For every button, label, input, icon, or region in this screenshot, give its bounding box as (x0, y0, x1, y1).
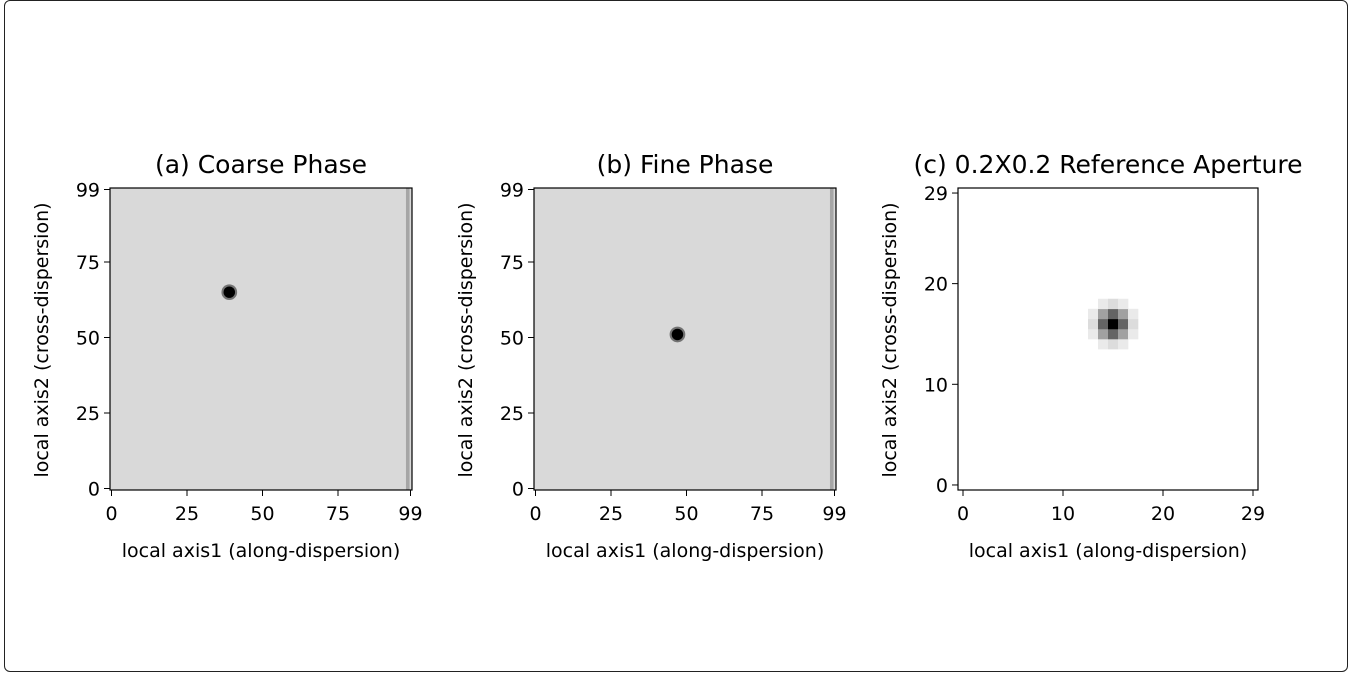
x-tick-label: 20 (1151, 503, 1175, 525)
y-tick-label: 0 (512, 478, 524, 500)
y-axis-label: local axis2 (cross-dispersion) (455, 202, 477, 477)
source-pixel (1108, 328, 1119, 340)
x-tick-label: 25 (599, 503, 623, 525)
x-tick-label: 25 (175, 503, 199, 525)
source-pixel (1098, 298, 1109, 310)
source-pixel (1098, 318, 1109, 330)
x-tick-label: 0 (957, 503, 969, 525)
source-pixel (1128, 308, 1139, 320)
y-tick-label: 99 (76, 180, 100, 202)
y-tick-label: 50 (500, 327, 524, 349)
source-pixel (1098, 328, 1109, 340)
panel-title: (a) Coarse Phase (155, 150, 367, 179)
source-pixel (1108, 308, 1119, 320)
y-tick-label: 99 (500, 180, 524, 202)
source-pixel (1098, 339, 1109, 350)
source-core (223, 286, 236, 298)
source-pixel (1118, 318, 1129, 330)
y-tick-label: 29 (924, 183, 948, 205)
panel-title: (c) 0.2X0.2 Reference Aperture (913, 150, 1302, 179)
panel-reference-aperture: (c) 0.2X0.2 Reference Aperture local axi… (879, 150, 1303, 562)
source-pixel (1098, 308, 1109, 320)
x-tick-label: 0 (105, 503, 117, 525)
edge-stripe (405, 188, 410, 490)
source-pixel (1118, 308, 1129, 320)
y-tick-label: 75 (76, 252, 100, 274)
panel-fine-phase: (b) Fine Phase local axis2 (cross-disper… (455, 150, 847, 562)
source-pixel (1088, 328, 1099, 340)
edge-stripe (829, 188, 834, 490)
x-tick-label: 29 (1241, 503, 1265, 525)
x-axis-label: local axis1 (along-dispersion) (122, 540, 400, 562)
x-axis-label: local axis1 (along-dispersion) (546, 540, 824, 562)
x-axis-label: local axis1 (along-dispersion) (969, 540, 1247, 562)
source-pixel (1118, 328, 1129, 340)
source-pixel (1088, 318, 1099, 330)
source-pixel (1108, 298, 1119, 310)
axes-frame (957, 187, 1259, 491)
x-tick-label: 50 (674, 503, 698, 525)
x-tick-label: 99 (822, 503, 846, 525)
source-pixel (1118, 298, 1129, 310)
x-tick-label: 50 (250, 503, 274, 525)
x-tick-label: 99 (398, 503, 422, 525)
panel-coarse-phase: (a) Coarse Phase local axis2 (cross-disp… (31, 150, 423, 562)
x-tick-label: 10 (1051, 503, 1075, 525)
panel-title: (b) Fine Phase (597, 150, 774, 179)
x-tick-label: 75 (326, 503, 350, 525)
source-core (671, 328, 684, 341)
y-axis-label: local axis2 (cross-dispersion) (879, 202, 901, 477)
source-pixel (1108, 339, 1119, 350)
y-tick-label: 0 (88, 478, 100, 500)
source-pixel (1128, 328, 1139, 340)
axes-frame (533, 187, 837, 491)
x-tick-label: 0 (529, 503, 541, 525)
y-tick-label: 10 (924, 374, 948, 396)
y-tick-label: 25 (500, 403, 524, 425)
source-pixel (1128, 318, 1139, 330)
x-tick-label: 75 (750, 503, 774, 525)
y-axis-label: local axis2 (cross-dispersion) (31, 202, 53, 477)
source-pixel (1118, 339, 1129, 350)
axes-frame (109, 187, 413, 491)
image-background (110, 188, 412, 490)
y-tick-label: 25 (76, 403, 100, 425)
source-pixel (1108, 318, 1119, 330)
image-background (534, 188, 836, 490)
y-tick-label: 0 (936, 475, 948, 497)
source-pixel (1088, 308, 1099, 320)
y-tick-label: 20 (924, 274, 948, 296)
y-tick-label: 75 (500, 252, 524, 274)
y-tick-label: 50 (76, 327, 100, 349)
figure-frame (4, 0, 1348, 672)
